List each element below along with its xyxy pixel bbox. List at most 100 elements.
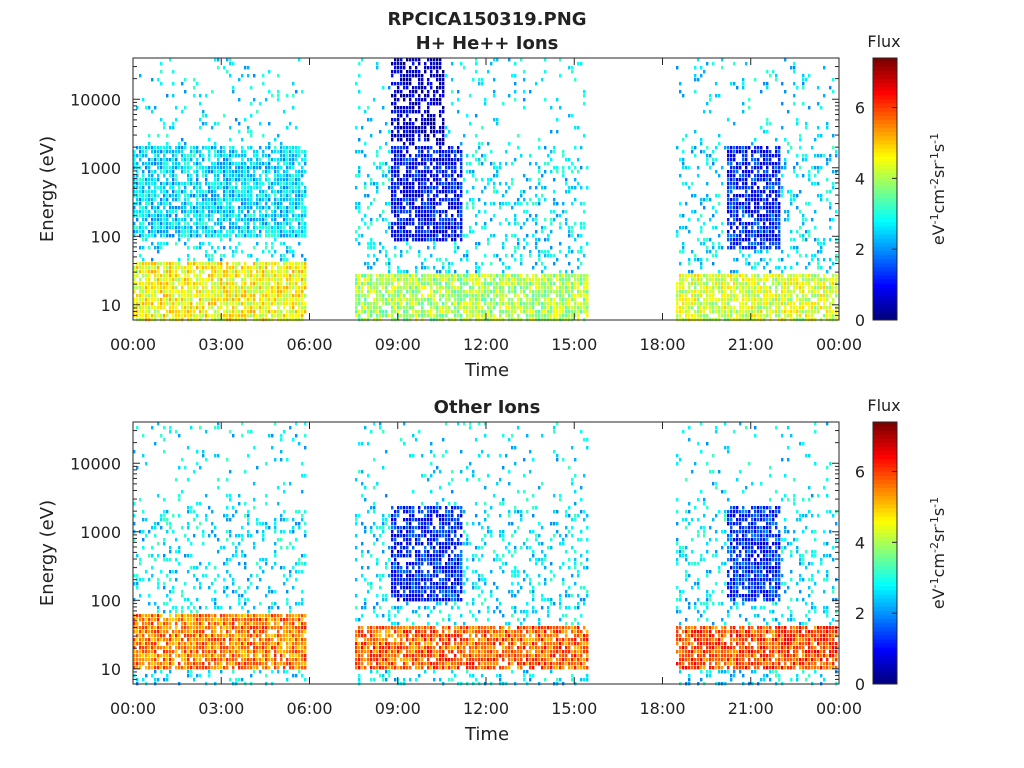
heatmap-cell [187,270,190,274]
heatmap-cell [406,178,409,182]
heatmap-cell [250,102,253,106]
heatmap-cell [421,122,424,126]
heatmap-cell [136,282,139,286]
heatmap-cell [304,150,307,154]
heatmap-cell [751,282,754,286]
heatmap-cell [763,186,766,190]
heatmap-cell [397,90,400,94]
heatmap-cell [442,286,445,290]
heatmap-cell [730,190,733,194]
heatmap-cell [538,302,541,306]
heatmap-cell [715,274,718,278]
heatmap-cell [415,238,418,242]
heatmap-cell [259,302,262,306]
heatmap-cell [745,202,748,206]
heatmap-cell [460,294,463,298]
heatmap-cell [478,82,481,86]
heatmap-cell [145,226,148,230]
heatmap-cell [151,270,154,274]
heatmap-cell [400,90,403,94]
heatmap-cell [151,294,154,298]
heatmap-cell [766,130,769,134]
heatmap-cell [184,218,187,222]
colorbar-unit-text: eV-1cm-2sr-1s-1 [928,133,949,245]
heatmap-cell [376,306,379,310]
heatmap-cell [295,150,298,154]
heatmap-cell [289,278,292,282]
heatmap-cell [280,266,283,270]
heatmap-cell [208,266,211,270]
heatmap-cell [184,310,187,314]
heatmap-cell [394,210,397,214]
heatmap-cell [226,314,229,318]
heatmap-cell [499,274,502,278]
heatmap-cell [718,282,721,286]
heatmap-cell [280,234,283,238]
heatmap-cell [715,282,718,286]
heatmap-cell [523,106,526,110]
heatmap-cell [397,110,400,114]
heatmap-cell [151,286,154,290]
heatmap-cell [208,190,211,194]
heatmap-cell [433,122,436,126]
heatmap-cell [274,226,277,230]
heatmap-cell [559,214,562,218]
heatmap-cell [142,286,145,290]
heatmap-cell [139,278,142,282]
heatmap-cell [196,82,199,86]
heatmap-cell [454,206,457,210]
heatmap-cell [403,74,406,78]
heatmap-cell [544,218,547,222]
heatmap-cell [268,270,271,274]
heatmap-cell [289,282,292,286]
heatmap-cell [763,178,766,182]
heatmap-cell [484,154,487,158]
heatmap-cell [382,274,385,278]
heatmap-cell [757,230,760,234]
heatmap-cell [442,278,445,282]
heatmap-cell [451,262,454,266]
heatmap-cell [406,198,409,202]
heatmap-cell [292,150,295,154]
heatmap-cell [409,170,412,174]
heatmap-cell [247,266,250,270]
heatmap-cell [208,182,211,186]
heatmap-cell [418,206,421,210]
heatmap-cell [262,218,265,222]
heatmap-cell [484,202,487,206]
heatmap-cell [520,226,523,230]
heatmap-cell [427,166,430,170]
heatmap-cell [151,306,154,310]
heatmap-cell [727,174,730,178]
heatmap-cell [253,182,256,186]
heatmap-cell [274,158,277,162]
heatmap-cell [751,210,754,214]
heatmap-cell [448,274,451,278]
heatmap-cell [718,202,721,206]
heatmap-cell [550,302,553,306]
heatmap-cell [712,158,715,162]
heatmap-cell [394,234,397,238]
heatmap-cell [409,206,412,210]
heatmap-cell [499,290,502,294]
heatmap-cell [250,162,253,166]
heatmap-cell [535,298,538,302]
heatmap-cell [274,282,277,286]
heatmap-cell [388,294,391,298]
heatmap-cell [415,146,418,150]
heatmap-cell [373,162,376,166]
heatmap-cell [406,58,409,62]
heatmap-cell [220,202,223,206]
heatmap-cell [445,198,448,202]
heatmap-cell [202,170,205,174]
heatmap-cell [499,314,502,318]
heatmap-cell [691,250,694,254]
heatmap-cell [220,150,223,154]
heatmap-cell [565,306,568,310]
heatmap-cell [376,298,379,302]
heatmap-cell [736,214,739,218]
heatmap-cell [574,198,577,202]
heatmap-cell [535,274,538,278]
heatmap-cell [730,158,733,162]
heatmap-cell [298,298,301,302]
